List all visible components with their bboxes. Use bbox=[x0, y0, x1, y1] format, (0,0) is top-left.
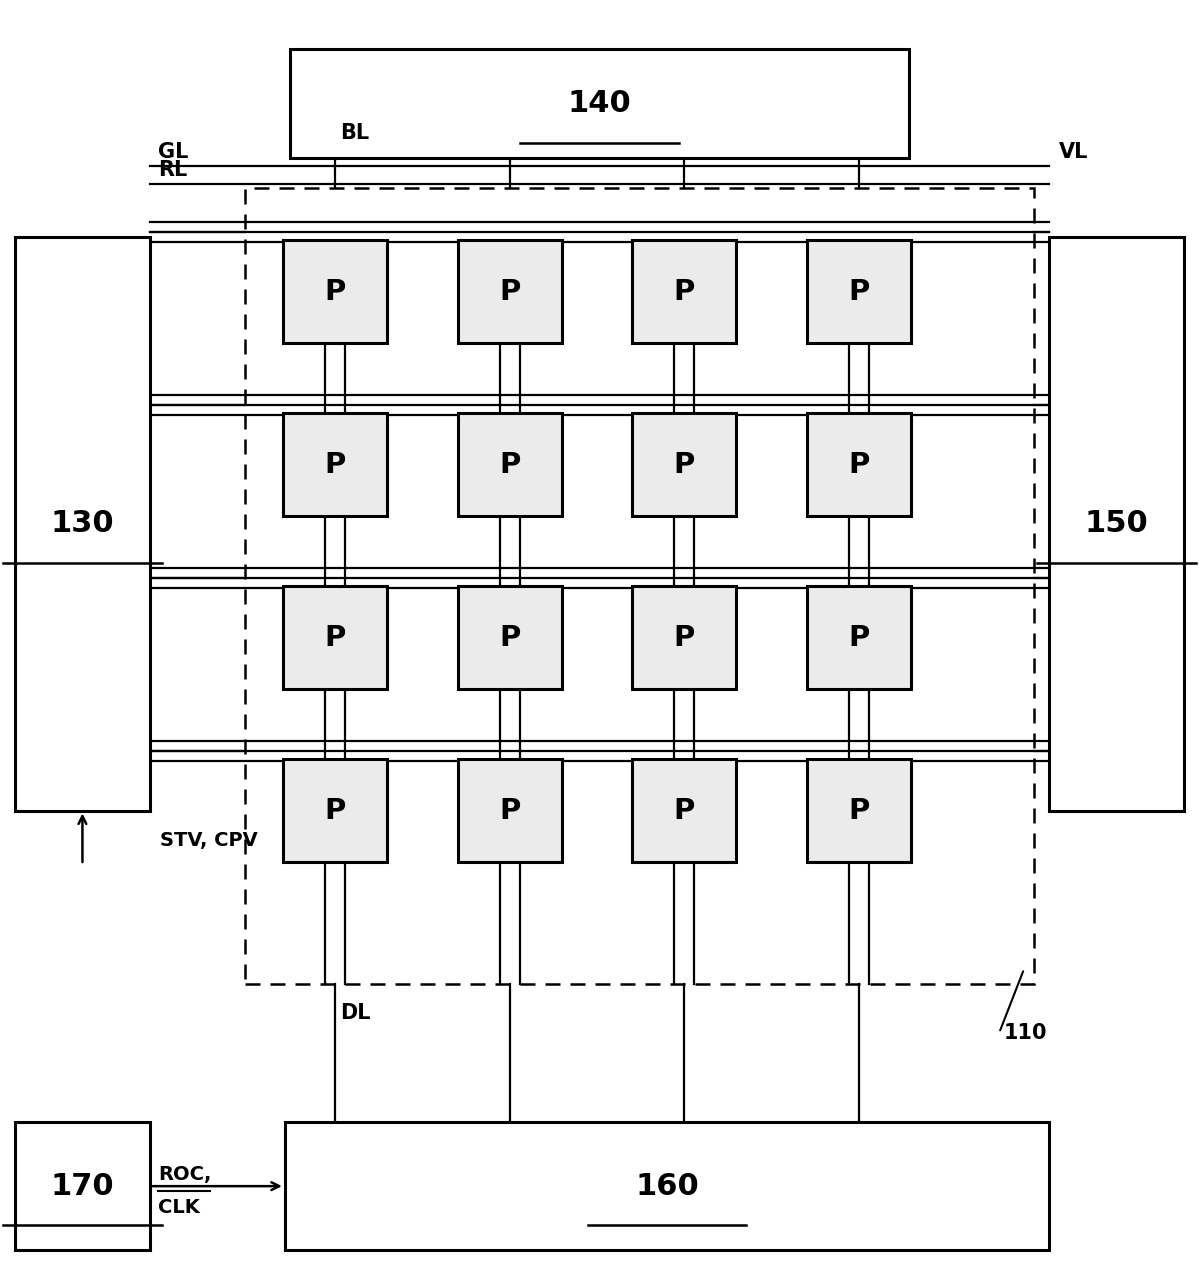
Bar bbox=[283, 586, 386, 689]
Bar bbox=[458, 759, 561, 862]
Bar bbox=[807, 240, 911, 343]
Text: P: P bbox=[849, 451, 870, 478]
Bar bbox=[1049, 238, 1183, 811]
Text: 110: 110 bbox=[1004, 1023, 1048, 1043]
Text: 140: 140 bbox=[567, 89, 632, 118]
Text: P: P bbox=[849, 797, 870, 825]
Text: P: P bbox=[324, 797, 345, 825]
Text: P: P bbox=[499, 278, 520, 306]
Bar bbox=[458, 240, 561, 343]
Text: P: P bbox=[674, 797, 695, 825]
Bar bbox=[283, 240, 386, 343]
Bar bbox=[458, 414, 561, 517]
Text: P: P bbox=[674, 451, 695, 478]
Text: STV, CPV: STV, CPV bbox=[159, 830, 258, 849]
Text: RL: RL bbox=[158, 159, 187, 180]
Bar bbox=[632, 586, 736, 689]
Text: DL: DL bbox=[339, 1004, 370, 1023]
Bar bbox=[245, 188, 1034, 983]
Text: P: P bbox=[499, 797, 520, 825]
Bar bbox=[632, 414, 736, 517]
Bar bbox=[807, 759, 911, 862]
Text: 130: 130 bbox=[50, 509, 114, 538]
Text: P: P bbox=[849, 278, 870, 306]
Text: P: P bbox=[674, 278, 695, 306]
Text: P: P bbox=[499, 451, 520, 478]
Bar bbox=[284, 1122, 1049, 1250]
Bar bbox=[458, 586, 561, 689]
Text: P: P bbox=[499, 623, 520, 651]
Bar bbox=[14, 1122, 150, 1250]
Text: ROC,: ROC, bbox=[158, 1164, 211, 1183]
Bar bbox=[807, 414, 911, 517]
Text: P: P bbox=[849, 623, 870, 651]
Text: 150: 150 bbox=[1085, 509, 1149, 538]
Text: BL: BL bbox=[339, 123, 369, 144]
Bar bbox=[283, 759, 386, 862]
Text: GL: GL bbox=[158, 143, 188, 162]
Bar bbox=[290, 49, 909, 158]
Bar bbox=[14, 238, 150, 811]
Text: 160: 160 bbox=[635, 1172, 699, 1200]
Bar bbox=[807, 586, 911, 689]
Text: P: P bbox=[674, 623, 695, 651]
Bar bbox=[632, 759, 736, 862]
Text: VL: VL bbox=[1059, 143, 1089, 162]
Bar bbox=[283, 414, 386, 517]
Text: P: P bbox=[324, 278, 345, 306]
Text: 170: 170 bbox=[50, 1172, 114, 1200]
Text: P: P bbox=[324, 623, 345, 651]
Text: CLK: CLK bbox=[158, 1199, 199, 1217]
Text: P: P bbox=[324, 451, 345, 478]
Bar bbox=[632, 240, 736, 343]
